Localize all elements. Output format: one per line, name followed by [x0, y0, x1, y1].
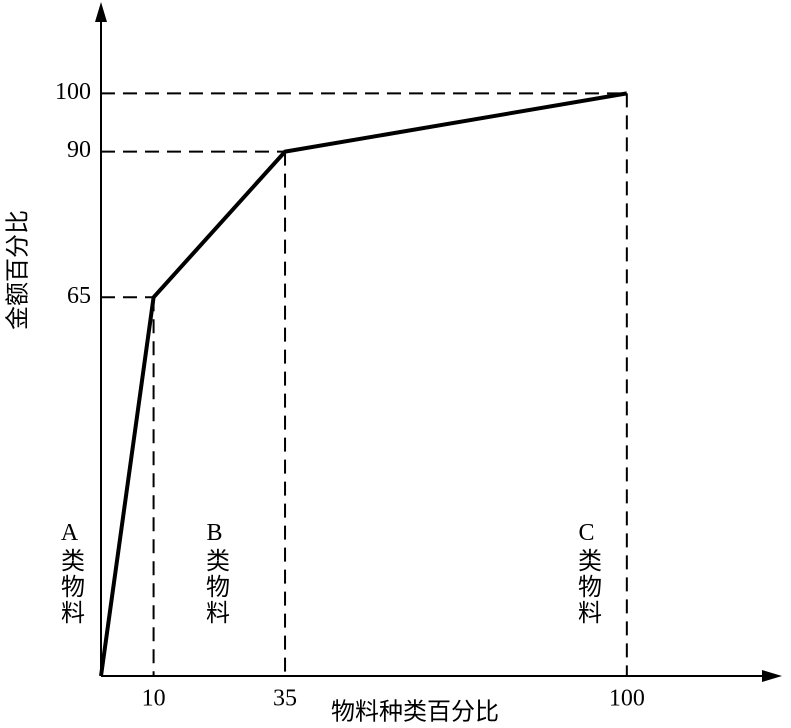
annotation: C类物料 [573, 520, 601, 626]
x-tick-label: 100 [609, 686, 645, 712]
x-tick-label: 35 [273, 686, 297, 712]
x-axis-label: 物料种类百分比 [331, 699, 499, 726]
y-axis-label: 金额百分比 [5, 210, 32, 330]
y-tick-label: 65 [67, 283, 91, 309]
x-axis-arrow [762, 670, 782, 682]
annotation: A类物料 [56, 520, 84, 626]
x-tick-label: 10 [142, 686, 166, 712]
y-axis-arrow [95, 2, 107, 22]
curve [99, 91, 628, 677]
y-tick-label: 90 [67, 137, 91, 163]
y-tick-label: 100 [55, 79, 91, 105]
annotation: B类物料 [201, 520, 229, 626]
